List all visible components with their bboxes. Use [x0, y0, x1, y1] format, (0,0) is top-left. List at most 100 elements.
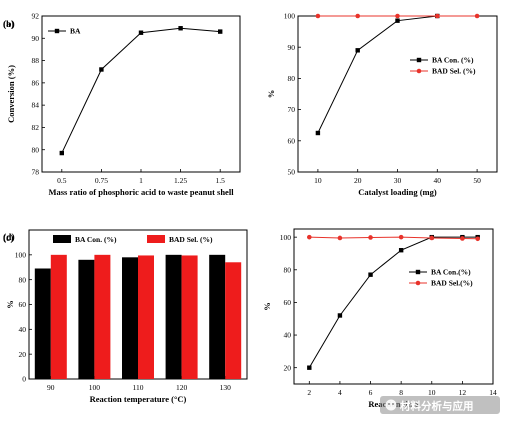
data-point: [395, 18, 400, 23]
chart-panel-4: (d)Reaction time%204060801002468101214BA…: [3, 228, 497, 409]
legend-label: BAD Sel. (%): [432, 67, 476, 76]
x-tick-label: 120: [176, 383, 188, 392]
bar-ba-con: [122, 257, 138, 379]
data-point: [138, 30, 144, 35]
data-point: [355, 13, 361, 19]
y-tick-label: 90: [288, 43, 296, 52]
bar-ba-con: [209, 254, 226, 379]
watermark: 材料分析与应用: [380, 396, 500, 414]
data-point: [218, 29, 223, 34]
bar-ba-con: [165, 254, 182, 379]
x-tick-label: 8: [399, 388, 403, 397]
data-point: [475, 236, 480, 242]
x-tick-label: 6: [369, 388, 373, 397]
chart-panel-2: (b)Catalyst loading (mg)%506070809010010…: [3, 12, 498, 197]
plot-frame: [293, 228, 494, 385]
data-point: [99, 67, 104, 72]
data-point: [307, 234, 312, 240]
y-tick-label: 60: [284, 298, 292, 307]
legend-label: BA Con. (%): [432, 56, 474, 65]
legend: BA Con. (%) BAD Sel. (%): [410, 56, 476, 76]
y-axis-label: %: [266, 90, 276, 99]
wechat-icon-eye: [392, 403, 394, 405]
y-tick-label: 80: [284, 265, 292, 274]
x-tick-label: 1: [139, 176, 143, 185]
y-tick-label: 86: [32, 78, 40, 87]
data-point: [59, 150, 64, 156]
x-tick-label: 10: [314, 176, 322, 185]
x-tick-label: 1.25: [174, 176, 187, 185]
panel-label: (b): [3, 19, 15, 30]
chart-panel-1: (a) Mass ratio of phosphoric acid to wast…: [3, 12, 241, 197]
watermark-backdrop: [380, 396, 500, 414]
y-tick-label: 100: [284, 12, 296, 21]
y-tick-label: 100: [280, 233, 292, 242]
y-tick-label: 84: [32, 101, 40, 110]
y-tick-label: 40: [284, 331, 292, 340]
data-point: [395, 13, 400, 19]
y-tick-label: 50: [288, 168, 296, 177]
chart-panel-3: (c) Reaction temperature (°C)% 0 20 40 60 80 10…: [3, 229, 248, 404]
data-point: [337, 313, 343, 318]
y-tick-label: 20: [284, 363, 292, 372]
x-tick-label: 90: [47, 383, 55, 392]
data-point: [429, 235, 435, 241]
data-point: [474, 13, 480, 19]
legend: BA Con. (%) BAD Sel. (%): [53, 235, 213, 244]
x-tick-label: 100: [89, 383, 101, 392]
data-point: [460, 236, 465, 241]
data-point: [315, 130, 321, 136]
y-tick-label: 20: [19, 350, 27, 359]
y-tick-label: 40: [19, 325, 27, 334]
bar-bad-sel: [138, 255, 154, 379]
y-axis-label: %: [262, 302, 272, 311]
y-tick-label: 80: [19, 275, 27, 284]
watermark-text: 材料分析与应用: [399, 400, 474, 413]
legend-marker: [416, 68, 422, 74]
x-tick-label: 14: [489, 388, 497, 397]
x-tick-label: 50: [473, 176, 481, 185]
series-line-primary: [61, 27, 221, 154]
x-tick-label: 2: [307, 388, 311, 397]
x-tick-label: 130: [220, 383, 232, 392]
y-tick-label: 70: [288, 105, 296, 114]
data-point: [337, 235, 343, 241]
data-point: [398, 248, 404, 253]
panel-label: (d): [3, 232, 15, 243]
y-tick-label: 90: [32, 34, 40, 43]
legend-marker: [54, 28, 60, 34]
y-tick-label: 78: [32, 168, 40, 177]
panel-label: (a): [3, 19, 14, 30]
bar-bad-sel: [181, 255, 198, 379]
wechat-icon-eye: [388, 403, 390, 405]
x-tick-label: 0.75: [95, 176, 108, 185]
wechat-icon: [385, 399, 397, 411]
series-line-primary: [308, 236, 478, 368]
y-tick-label: 60: [288, 136, 296, 145]
legend-marker: [415, 280, 421, 286]
plot-frame: [297, 15, 498, 173]
data-point: [368, 235, 373, 240]
legend-label: BA Con.(%): [431, 268, 471, 277]
legend-label: BA Con. (%): [75, 235, 117, 244]
x-tick-label: 20: [354, 176, 362, 185]
x-tick-label: 12: [459, 388, 467, 397]
legend-swatch: [53, 235, 71, 243]
legend-label: BAD Sel.(%): [431, 279, 473, 288]
x-tick-label: 110: [133, 383, 144, 392]
bar-ba-con: [78, 259, 95, 379]
y-tick-label: 0: [22, 375, 26, 384]
x-tick-label: 1.5: [216, 176, 226, 185]
y-tick-label: 82: [32, 123, 40, 132]
plot-frame: [41, 15, 241, 173]
bar-bad-sel: [225, 262, 242, 379]
bar-ba-con: [34, 268, 51, 379]
series-line-primary: [317, 15, 438, 134]
bar-bad-sel: [94, 254, 111, 379]
y-tick-label: 100: [15, 250, 27, 259]
legend: BA: [48, 27, 81, 36]
data-point: [435, 13, 440, 19]
x-axis-label: Catalyst loading (mg): [358, 187, 437, 197]
data-point: [398, 234, 404, 240]
data-point: [355, 48, 360, 53]
